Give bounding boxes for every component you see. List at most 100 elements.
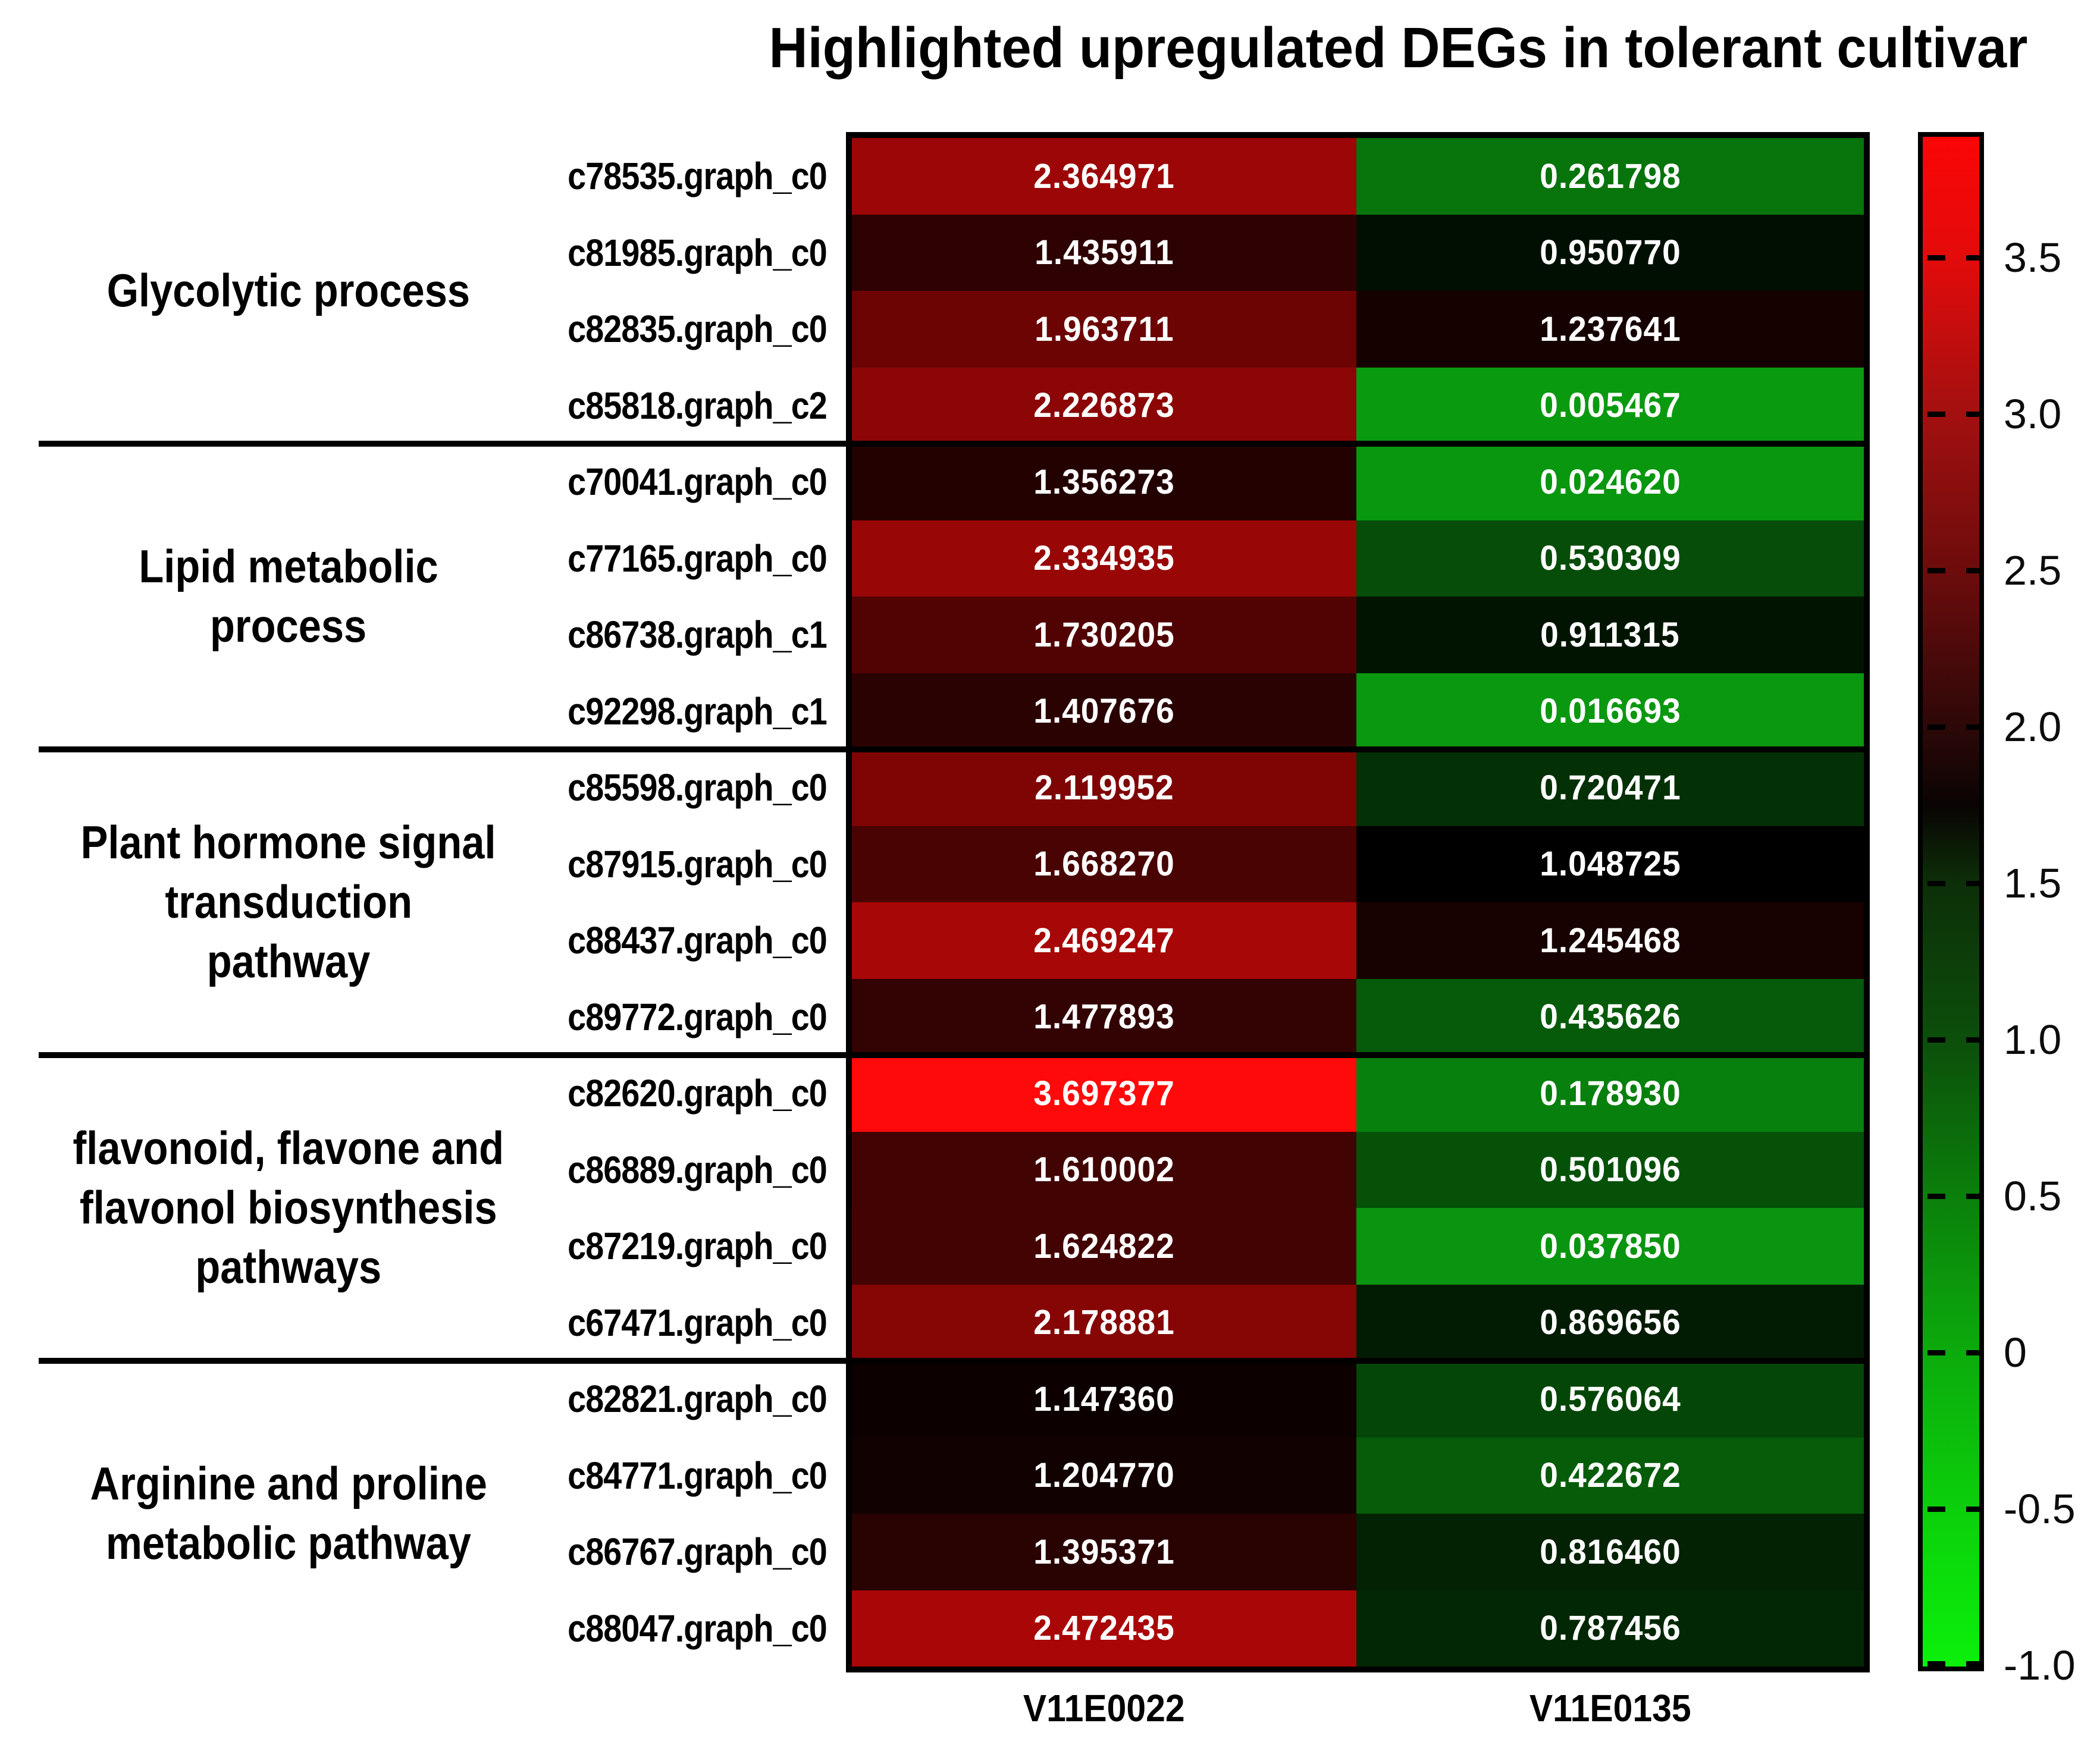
heatmap-cell: 0.950770 [1356,214,1864,291]
heatmap-cell: 1.730205 [852,597,1356,673]
colorbar-gradient [1923,137,1979,1667]
cell-value: 0.005467 [1539,386,1681,425]
colorbar-tick [1927,724,1945,730]
heatmap-cell: 1.435911 [852,214,1356,291]
heatmap-cell: 1.610002 [852,1131,1356,1208]
column-label-text: V11E0022 [1023,1687,1185,1730]
cell-value: 0.720471 [1539,768,1681,807]
colorbar-tick [1966,412,1984,417]
cell-value: 0.422672 [1539,1456,1681,1495]
heatmap-cell: 0.178930 [1356,1055,1864,1132]
colorbar-tick [1927,568,1945,573]
gene-label: c87915.graph_c0 [393,826,828,903]
figure-title: Highlighted upregulated DEGs in tolerant… [654,15,2100,81]
cell-value: 1.395371 [1033,1532,1175,1571]
heatmap-cell: 3.697377 [852,1055,1356,1132]
colorbar-tick-label: -0.5 [2004,1486,2076,1532]
cell-value: 0.261798 [1539,156,1681,196]
cell-value: 0.950770 [1539,233,1681,272]
cell-value: 1.356273 [1033,462,1175,501]
colorbar-tick [1927,1194,1945,1199]
heatmap-cell: 0.911315 [1356,597,1864,673]
cell-value: 1.624822 [1033,1226,1175,1266]
colorbar-tick [1966,1350,1984,1355]
cell-value: 1.407676 [1033,692,1175,731]
cell-value: 1.245468 [1539,921,1681,960]
gene-label: c86889.graph_c0 [393,1132,828,1209]
gene-label: c84771.graph_c0 [393,1438,828,1514]
heatmap-cell: 2.334935 [852,520,1356,597]
heatmap-cell: 0.024620 [1356,444,1864,520]
colorbar-tick-label: 3.0 [2004,391,2062,437]
cell-value: 0.178930 [1539,1074,1681,1113]
cell-value: 0.435626 [1539,997,1681,1037]
gene-label: c78535.graph_c0 [393,138,828,215]
heatmap-cell: 0.005467 [1356,367,1864,444]
colorbar-tick [1927,412,1945,417]
gene-label-text: c81985.graph_c0 [568,231,828,274]
cell-value: 1.730205 [1033,615,1175,654]
column-label-text: V11E0135 [1529,1687,1691,1730]
colorbar-tick [1927,255,1945,261]
heatmap-cell: 2.472435 [852,1590,1356,1667]
group-label-line: process [210,600,367,652]
group-separator-line [39,441,1866,447]
gene-label-text: c92298.graph_c1 [568,689,828,733]
group-label-line: Glycolytic process [106,264,471,317]
gene-label-text: c82620.graph_c0 [568,1072,828,1115]
colorbar-tick-label: -1.0 [2004,1642,2076,1689]
cell-value: 2.364971 [1033,156,1175,196]
gene-label: c81985.graph_c0 [393,215,828,291]
colorbar-tick [1927,881,1945,886]
group-label-line: Lipid metabolic [139,540,438,593]
group-separator-line [39,1358,1866,1364]
heatmap-cell: 1.048725 [1356,826,1864,902]
heatmap-cell: 0.720471 [1356,749,1864,826]
gene-label: c86738.graph_c1 [393,597,828,673]
cell-value: 1.963711 [1034,309,1174,349]
gene-label: c67471.graph_c0 [393,1285,828,1361]
heatmap-cell: 0.261798 [1356,138,1864,215]
colorbar-tick-label: 0.5 [2004,1173,2062,1219]
gene-label-text: c89772.graph_c0 [568,995,828,1038]
cell-value: 2.119952 [1034,768,1174,807]
heatmap-cell: 2.178881 [852,1284,1356,1361]
colorbar-tick [1966,1507,1984,1512]
heatmap-grid-inner: 2.364971 0.261798 1.435911 0.950770 1.963711… [852,138,1864,1667]
group-label-line: Arginine and proline [90,1457,487,1510]
group-label-line: flavonoid, flavone and [73,1122,504,1175]
cell-value: 0.530309 [1539,539,1681,578]
colorbar-tick-label: 2.5 [2004,547,2062,594]
cell-value: 1.048725 [1539,845,1681,884]
gene-label-text: c86767.graph_c0 [568,1530,828,1574]
group-label: Arginine and proline metabolic pathway [12,1361,565,1667]
colorbar-tick [1966,881,1984,886]
gene-label-text: c82821.graph_c0 [568,1377,828,1421]
colorbar-tick [1966,568,1984,573]
heatmap-cell: 2.469247 [852,902,1356,979]
gene-label-text: c88437.graph_c0 [568,919,828,962]
group-label: flavonoid, flavone and flavonol biosynthe… [12,1055,565,1361]
heatmap-cell: 0.787456 [1356,1590,1864,1667]
heatmap-cell: 0.869656 [1356,1284,1864,1361]
cell-value: 2.334935 [1033,539,1175,578]
gene-label-text: c88047.graph_c0 [568,1606,828,1650]
cell-value: 0.037850 [1539,1226,1681,1266]
gene-label-text: c82835.graph_c0 [568,307,828,351]
colorbar-tick [1966,1661,1984,1667]
gene-label: c86767.graph_c0 [393,1514,828,1590]
gene-label-text: c85818.graph_c2 [568,384,828,427]
heatmap-cell: 2.119952 [852,749,1356,826]
colorbar-tick [1966,1037,1984,1043]
cell-value: 2.226873 [1033,386,1175,425]
heatmap-cell: 1.356273 [852,444,1356,520]
heatmap-cell: 1.245468 [1356,902,1864,979]
gene-label: c82620.graph_c0 [393,1055,828,1132]
gene-label-text: c87219.graph_c0 [568,1225,828,1268]
cell-value: 0.869656 [1539,1303,1681,1342]
group-separator-line [39,746,1866,752]
colorbar-tick [1927,1661,1945,1667]
heatmap-cell: 2.226873 [852,367,1356,444]
gene-label: c70041.graph_c0 [393,444,828,520]
cell-value: 1.237641 [1539,309,1681,349]
